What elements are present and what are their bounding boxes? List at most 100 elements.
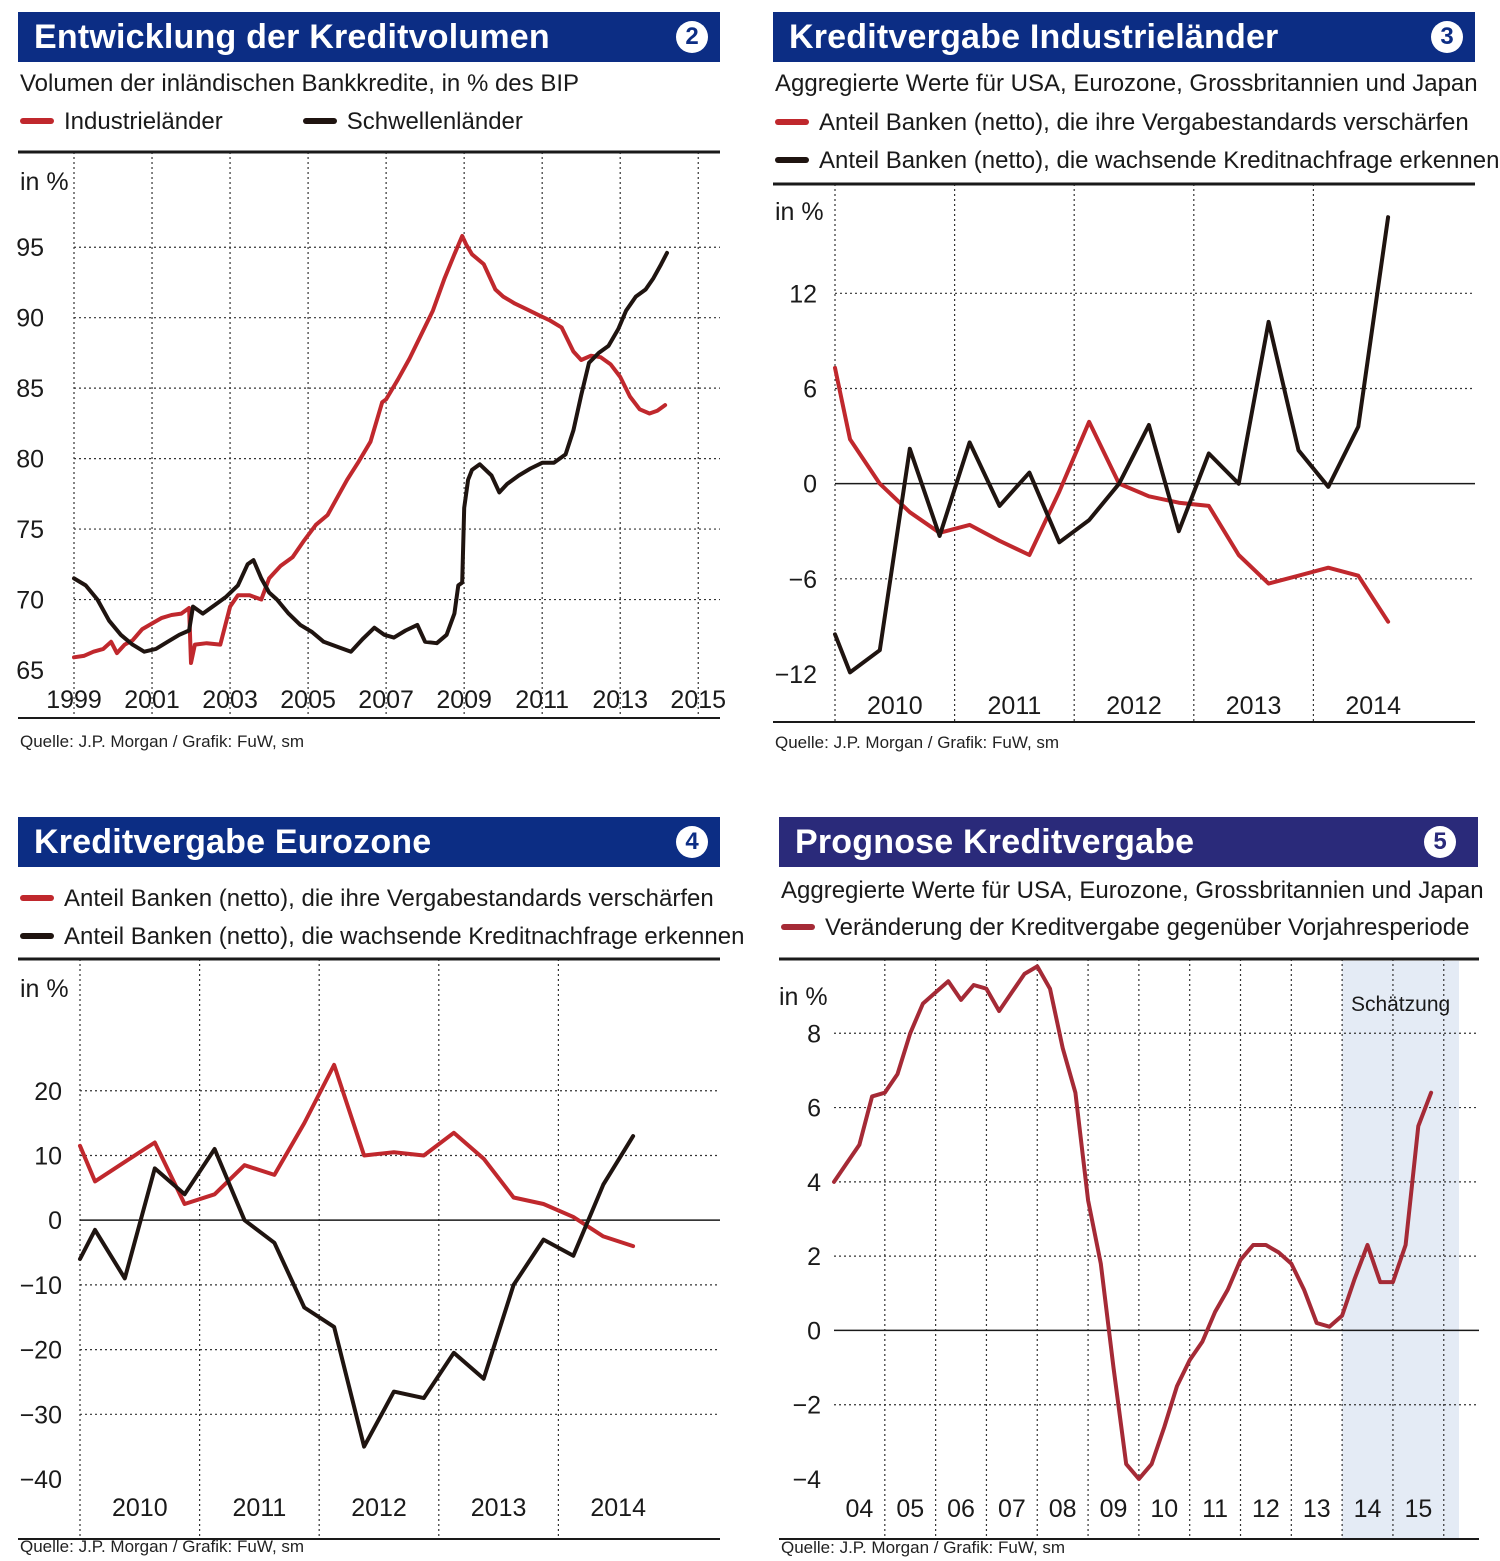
x-tick-label: 2010 [112,1494,168,1522]
x-tick-label: 07 [998,1495,1026,1523]
x-tick-label: 04 [846,1495,874,1523]
y-tick-label: 85 [16,375,44,403]
panel-number-badge: 3 [1431,21,1463,53]
panel-number-badge: 2 [676,21,708,53]
x-tick-label: 2015 [670,686,726,714]
y-tick-label: 6 [807,1095,821,1123]
panel-number-badge: 5 [1424,826,1456,858]
source-note: Quelle: J.P. Morgan / Grafik: FuW, sm [20,1537,305,1556]
chart-subtitle: Aggregierte Werte für USA, Eurozone, Gro… [781,877,1484,904]
panel-kreditvergabe-eurozone: Kreditvergabe Eurozone 4 Anteil Banken (… [18,817,744,1561]
legend-swatch-red [20,117,54,124]
x-tick-label: 2007 [358,686,414,714]
line-chart-prognose: in % −4 −2 0 2 4 6 8 04 05 06 07 08 09 10 11 12 13 14 15 Sch… [779,957,1479,1540]
y-tick-label: 0 [48,1207,62,1235]
series-line-red [72,234,668,665]
panel-title: Kreditvergabe Eurozone [34,823,432,861]
series-line-black [78,1134,636,1449]
x-tick-label: 2009 [436,686,492,714]
x-tick-label: 13 [1303,1495,1331,1523]
panel-header: Prognose Kreditvergabe 5 [779,817,1478,867]
x-tick-label: 2014 [590,1494,646,1522]
source-note: Quelle: J.P. Morgan / Grafik: FuW, sm [781,1538,1066,1557]
series-line-red [832,964,1434,1481]
y-tick-label: 80 [16,446,44,474]
y-tick-label: 10 [34,1142,62,1170]
y-tick-label: 95 [16,234,44,262]
y-tick-label: 4 [807,1169,821,1197]
x-tick-label: 05 [896,1495,924,1523]
chart-subtitle: Volumen der inländischen Bankkredite, in… [20,70,579,97]
x-tick-label: 2011 [988,692,1042,720]
x-tick-label: 06 [947,1495,975,1523]
panel-kreditvolumen: Entwicklung der Kreditvolumen 2 Volumen … [16,12,726,752]
x-tick-label: 12 [1252,1495,1280,1523]
legend-item-schwellenlaender: Schwellenländer [302,108,523,136]
y-tick-label: 65 [16,657,44,685]
y-tick-label: −2 [792,1392,821,1420]
source-note: Quelle: J.P. Morgan / Grafik: FuW, sm [20,732,305,751]
panel-prognose-kreditvergabe: Prognose Kreditvergabe 5 Aggregierte Wer… [779,817,1484,1561]
x-tick-label: 14 [1354,1495,1382,1523]
x-tick-label: 2013 [471,1494,527,1522]
y-axis-unit-label: in % [20,975,69,1003]
x-tick-label: 1999 [46,686,102,714]
legend-label: Schwellenländer [346,108,523,135]
chart-legend: Anteil Banken (netto), die ihre Vergabes… [20,885,714,913]
y-tick-label: 20 [34,1078,62,1106]
y-tick-label: 12 [789,280,817,308]
legend-label: Anteil Banken (netto), die wachsende Kre… [819,147,1500,174]
series-line-red [833,365,1391,624]
panel-title: Entwicklung der Kreditvolumen [34,18,550,56]
y-axis-unit-label: in % [20,168,69,196]
y-tick-label: −20 [20,1337,62,1365]
x-tick-label: 2013 [1226,692,1282,720]
y-tick-label: −4 [792,1466,821,1494]
panel-title: Kreditvergabe Industrieländer [789,18,1279,56]
y-tick-label: 90 [16,305,44,333]
line-chart-kreditvolumen: in % 65 70 75 80 85 90 95 1999 2001 2003 2005 2007 20… [16,150,726,719]
x-tick-label: 2001 [124,686,180,714]
legend-swatch-red [775,118,809,125]
panel-header: Kreditvergabe Industrieländer 3 [773,12,1475,62]
legend-swatch-red [781,923,815,930]
series-line-black [72,250,669,654]
chart-legend: Anteil Banken (netto), die ihre Vergabes… [775,109,1469,137]
legend-label: Anteil Banken (netto), die ihre Vergabes… [64,885,714,912]
y-tick-label: −6 [788,566,817,594]
chart-legend: Industrieländer Schwellenländer [20,108,523,136]
legend-swatch-black [775,156,809,163]
legend-label: Anteil Banken (netto), die wachsende Kre… [64,923,745,950]
x-tick-label: 2011 [515,686,569,714]
x-tick-label: 2005 [280,686,336,714]
estimate-label: Schätzung [1351,993,1450,1016]
y-tick-label: 8 [807,1020,821,1048]
x-tick-label: 2011 [233,1494,287,1522]
legend-item-industrielaender: Industrieländer [20,108,223,136]
x-tick-label: 2013 [592,686,648,714]
panel-header: Kreditvergabe Eurozone 4 [18,817,720,867]
y-tick-label: 75 [16,516,44,544]
estimate-band [1342,961,1459,1539]
x-tick-label: 10 [1150,1495,1178,1523]
y-tick-label: 70 [16,587,44,615]
x-tick-label: 2012 [1106,692,1162,720]
series-line-red [78,1062,636,1249]
panel-number-badge: 4 [676,826,708,858]
line-chart-industrielaender: in % −12 −6 0 6 12 2010 2011 2012 2013 2014 [773,182,1475,723]
panel-title: Prognose Kreditvergabe [795,823,1195,861]
x-tick-label: 2010 [867,692,923,720]
panel-header: Entwicklung der Kreditvolumen 2 [18,12,720,62]
y-axis-unit-label: in % [779,983,828,1011]
y-tick-label: 0 [803,471,817,499]
x-tick-label: 2012 [351,1494,407,1522]
y-tick-label: 0 [807,1317,821,1345]
chart-legend: Veränderung der Kreditvergabe gegenüber … [781,914,1469,942]
y-tick-label: −10 [20,1272,62,1300]
line-chart-eurozone: in % −40 −30 −20 −10 0 10 20 2010 2011 2012 2013 201… [18,957,720,1540]
legend-label: Veränderung der Kreditvergabe gegenüber … [825,914,1470,941]
x-tick-label: 2014 [1345,692,1401,720]
chart-legend: Anteil Banken (netto), die wachsende Kre… [20,923,744,951]
legend-swatch-black [20,932,54,939]
legend-swatch-black [302,117,337,124]
